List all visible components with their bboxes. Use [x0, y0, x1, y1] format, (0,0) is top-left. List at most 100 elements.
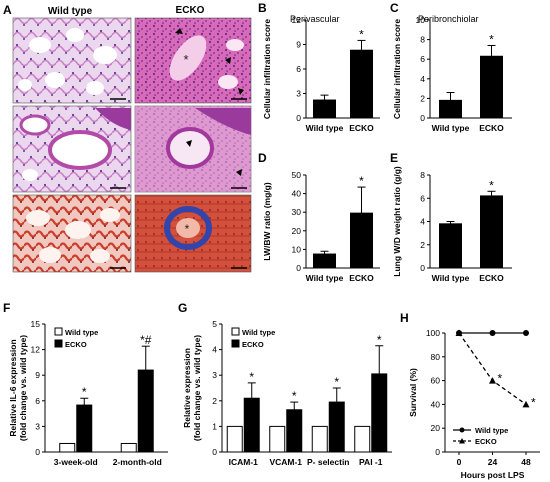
bar: [313, 99, 336, 119]
y-tick-label: 2: [420, 240, 425, 250]
panel-letter: E: [390, 151, 398, 165]
significance-mark: *: [334, 375, 339, 389]
y-tick-label: 20: [292, 226, 302, 236]
x-tick-label: 0: [457, 457, 462, 467]
panel-b-chart: B Perivascular 0 3 6 9 12 Cellular infiltrati…: [258, 1, 380, 133]
panel-h-chart: H 0 20 40 60 80 100 Survival (%) 0 24 48 Hours pos…: [400, 311, 540, 480]
y-tick-label: 60: [431, 376, 441, 386]
asterisk-mark: *: [183, 52, 188, 67]
y-axis-label-line: LW/BW ratio (mg/g): [262, 182, 272, 261]
y-tick-label: 5: [212, 319, 217, 329]
y-tick-label: 4: [420, 217, 425, 227]
y-axis-label: Cellular infiltration score: [262, 19, 272, 119]
panel-letter: D: [258, 151, 267, 165]
y-axis-label-line: Survival (%): [408, 368, 418, 417]
x-axis-label: Hours post LPS: [461, 470, 525, 480]
data-point: [523, 330, 529, 336]
bar: [328, 401, 345, 453]
y-tick-label: 4: [212, 345, 217, 355]
significance-mark: *: [489, 178, 494, 192]
y-axis-label: Cellular infiltration score: [392, 19, 402, 119]
y-tick-label: 3: [212, 370, 217, 380]
micrograph-wt-trichrome: [12, 194, 132, 273]
y-axis-label: LW/BW ratio (mg/g): [262, 182, 272, 261]
y-tick-label: 10: [292, 244, 302, 254]
column-header-wild-type: Wild type: [48, 6, 93, 17]
y-tick-label: 40: [431, 399, 441, 409]
bar: [120, 442, 137, 453]
x-tick-label: ECKO: [349, 123, 374, 133]
y-tick-label: 0: [435, 447, 440, 457]
chart-title: Peribronchiolar: [418, 14, 479, 24]
y-tick-label: 6: [420, 54, 425, 64]
panel-d-chart: D 0 10 20 30 40 50 LW/BW ratio (mg/g) Wild type…: [258, 151, 380, 283]
x-tick-label: VCAM-1: [269, 457, 302, 467]
y-axis-label-line: Cellular infiltration score: [392, 19, 402, 119]
bar: [286, 409, 303, 453]
x-tick-label: Wild type: [432, 273, 470, 283]
y-axis-label-line: Relative expression: [182, 348, 192, 428]
x-tick-label: 24: [488, 457, 498, 467]
chart-title: Perivascular: [290, 14, 340, 24]
legend-swatch: [231, 339, 240, 348]
y-axis-label-line: (fold change vs. wild type): [18, 335, 28, 441]
micrograph-ecko-he-low: *: [134, 17, 252, 104]
arrowhead-icon: [186, 140, 192, 147]
legend-label: ECKO: [475, 437, 497, 446]
y-tick-label: 1: [212, 421, 217, 431]
significance-mark: *: [531, 395, 536, 409]
y-tick-label: 0: [296, 113, 301, 123]
x-tick-label: P- selectin: [307, 457, 350, 467]
y-axis-label-line: Lung W/D weight ratio (g/g): [392, 166, 402, 277]
x-tick-label: 2-month-old: [113, 457, 162, 467]
y-axis-label-line: Relative IL-6 expression: [8, 339, 18, 436]
x-tick-label: Wild type: [306, 123, 344, 133]
micrograph-wt-he-airway: [12, 105, 132, 193]
y-tick-label: 0: [420, 113, 425, 123]
panel-letter: G: [178, 301, 187, 315]
data-point: [455, 329, 463, 336]
y-tick-label: 4: [420, 74, 425, 84]
x-tick-label: Wild type: [306, 273, 344, 283]
legend-marker: [459, 438, 465, 444]
y-tick-label: 0: [35, 447, 40, 457]
bar: [243, 397, 260, 453]
legend-label: Wild type: [65, 328, 98, 337]
y-tick-label: 30: [292, 207, 302, 217]
bar: [226, 425, 243, 453]
bar: [137, 369, 154, 453]
x-tick-label: ECKO: [479, 273, 504, 283]
bar: [269, 425, 286, 453]
legend-swatch: [54, 327, 63, 336]
bar: [439, 223, 462, 269]
y-tick-label: 3: [296, 89, 301, 99]
panel-e-chart: E 0 2 4 6 8 Lung W/D weight ratio (g/g) Wild t…: [390, 151, 512, 283]
y-tick-label: 40: [292, 189, 302, 199]
legend-marker: [459, 427, 465, 433]
legend-label: ECKO: [242, 340, 264, 349]
y-tick-label: 12: [31, 345, 41, 355]
y-axis-label: Survival (%): [408, 368, 418, 417]
panel-letter: C: [390, 1, 399, 15]
legend-swatch: [54, 339, 63, 348]
significance-mark: *: [498, 372, 503, 386]
bar: [371, 373, 388, 453]
panel-letter: F: [3, 301, 10, 315]
legend-label: ECKO: [65, 340, 87, 349]
x-tick-label: 3-week-old: [54, 457, 98, 467]
significance-mark: *#: [140, 333, 152, 347]
significance-mark: *: [359, 174, 364, 188]
panel-letter: A: [3, 3, 12, 17]
y-axis-label-line: (fold change vs. wild type): [192, 335, 202, 441]
panel-g-chart: G 0 1 2 3 4 5 Relative expression(fold change …: [178, 301, 392, 467]
significance-mark: *: [359, 27, 364, 41]
bar: [311, 425, 328, 453]
arrowhead-icon: [225, 57, 231, 64]
data-point: [522, 400, 530, 408]
y-axis-label: Relative IL-6 expression(fold change vs.…: [8, 335, 28, 441]
bar: [350, 49, 373, 119]
x-tick-label: PAI -1: [359, 457, 383, 467]
significance-mark: *: [82, 385, 87, 399]
y-tick-label: 9: [35, 370, 40, 380]
